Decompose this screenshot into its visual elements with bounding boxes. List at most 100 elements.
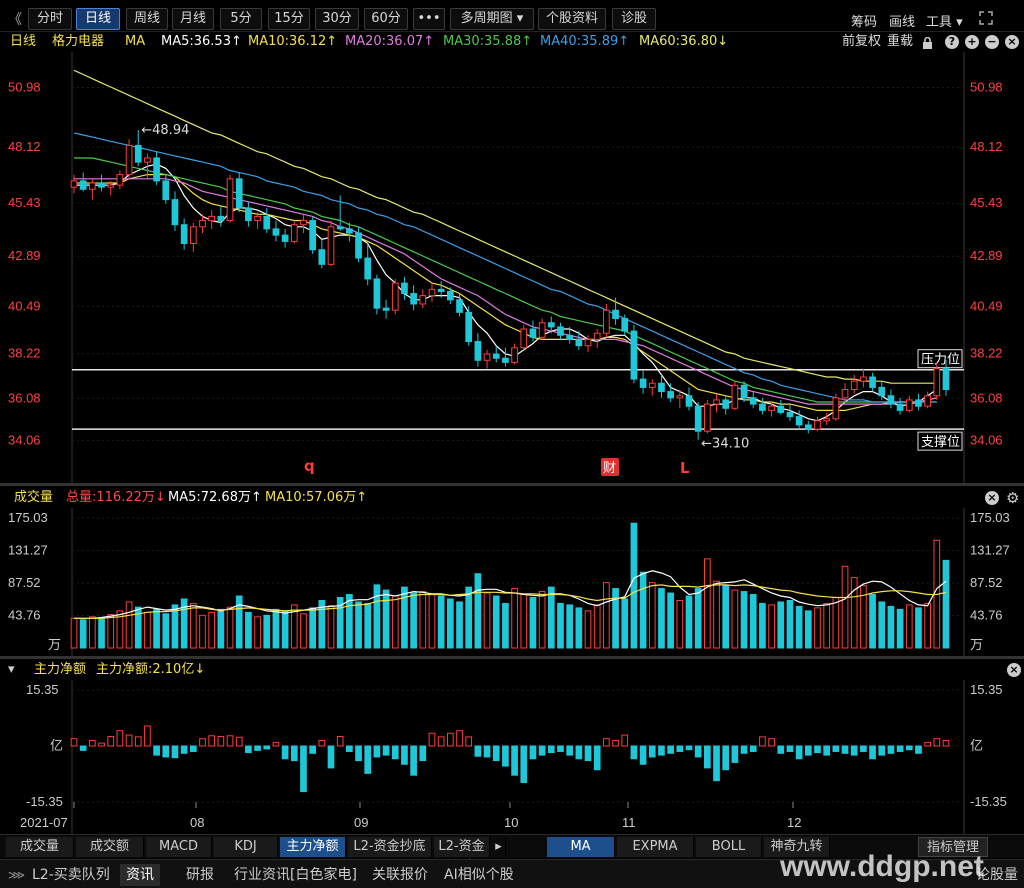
- help-icon[interactable]: ?: [945, 35, 959, 49]
- indicator-button[interactable]: MACD: [146, 837, 212, 857]
- flow-bar: [621, 734, 629, 747]
- candle-body: [804, 424, 812, 430]
- candle-body: [511, 347, 518, 363]
- volume-bar: [759, 602, 766, 649]
- ma-line-ma30: [74, 157, 937, 403]
- indicator-name[interactable]: MA: [125, 34, 146, 49]
- candle-body: [235, 178, 243, 209]
- candle-body: [768, 405, 775, 411]
- volume-bar: [529, 596, 537, 649]
- flow-bar: [502, 745, 509, 767]
- candlestick-chart[interactable]: 50.98 50.98 48.12 48.12 45.43 45.43 42.89 42.89…: [0, 52, 1024, 483]
- splitter[interactable]: [0, 483, 1024, 486]
- overlay-button[interactable]: BOLL: [696, 837, 762, 857]
- tab-5min[interactable]: 5分: [220, 8, 262, 30]
- candle-body: [336, 226, 344, 230]
- candle-body: [593, 332, 601, 340]
- candle-body: [685, 395, 693, 407]
- volume-bar: [520, 594, 528, 649]
- bottom-tab[interactable]: 关联报价: [372, 867, 428, 883]
- adjust-button[interactable]: 前复权: [842, 34, 882, 49]
- y-tick-label-left: 15.35: [26, 682, 59, 697]
- flow-bar: [89, 740, 96, 747]
- tools-button[interactable]: 工具 ▾: [926, 15, 963, 30]
- draw-button[interactable]: 画线: [889, 15, 916, 30]
- lock-icon[interactable]: [922, 36, 933, 49]
- indicator-button[interactable]: KDJ: [214, 837, 278, 857]
- chips-button[interactable]: 筹码: [851, 15, 878, 30]
- tab-daily[interactable]: 日线: [76, 8, 120, 30]
- flow-bar: [346, 745, 353, 752]
- zoom-out-icon[interactable]: −: [985, 35, 999, 49]
- low-price-label: ←34.10: [701, 437, 749, 452]
- candle-body: [841, 389, 849, 399]
- event-mark-box: [601, 458, 619, 476]
- tab-diagnose[interactable]: 诊股: [612, 8, 656, 30]
- flow-title: 主力净额: [34, 662, 87, 677]
- tab-multi-period[interactable]: 多周期图 ▾: [450, 8, 534, 30]
- indicator-button[interactable]: L2-资金抄底: [348, 837, 432, 857]
- flow-bar: [648, 745, 656, 758]
- volume-bar: [502, 602, 509, 649]
- close-flow-icon[interactable]: ×: [1007, 663, 1021, 677]
- tab-intraday[interactable]: 分时: [28, 8, 72, 30]
- flow-bar: [841, 745, 849, 754]
- candle-body: [529, 328, 537, 338]
- volume-bar: [768, 604, 775, 649]
- volume-bar: [410, 592, 417, 649]
- bottom-tab[interactable]: 资讯: [120, 864, 160, 886]
- volume-bar: [860, 585, 867, 649]
- expand-icon[interactable]: ⋙: [8, 868, 26, 882]
- overlay-button[interactable]: MA: [547, 837, 615, 857]
- candle-body: [520, 328, 528, 349]
- tab-monthly[interactable]: 月线: [172, 8, 214, 30]
- collapse-icon[interactable]: ▾: [8, 662, 15, 677]
- x-tick-label: 2021-07: [20, 815, 68, 830]
- back-button[interactable]: 《: [8, 12, 22, 28]
- zoom-in-icon[interactable]: +: [965, 35, 979, 49]
- volume-bar: [483, 592, 491, 649]
- candle-body: [171, 199, 179, 226]
- x-tick-label: 08: [190, 815, 204, 830]
- overlay-button[interactable]: EXPMA: [617, 837, 694, 857]
- indicator-button[interactable]: 成交额: [76, 837, 144, 857]
- flow-bar: [98, 742, 105, 747]
- flow-bar: [107, 736, 115, 747]
- bottom-tab[interactable]: AI相似个股: [444, 867, 514, 883]
- ma20-label: MA20:36.07↑: [345, 34, 435, 49]
- bottom-tab[interactable]: 研报: [186, 867, 214, 883]
- candle-body: [502, 357, 509, 363]
- bottom-tab[interactable]: L2-买卖队列: [32, 867, 110, 883]
- support-box: [917, 431, 963, 451]
- tab-weekly[interactable]: 周线: [126, 8, 168, 30]
- volume-bar: [777, 601, 785, 649]
- splitter-2[interactable]: [0, 656, 1024, 659]
- y-tick-label-left: 48.12: [8, 139, 41, 154]
- overlay-button[interactable]: 神奇九转: [764, 837, 830, 857]
- volume-bar: [492, 595, 500, 649]
- volume-bar: [391, 595, 399, 649]
- close-icon[interactable]: ×: [1005, 35, 1019, 49]
- tab-30min[interactable]: 30分: [315, 8, 359, 30]
- reload-button[interactable]: 重载: [887, 34, 914, 49]
- flow-bar: [217, 736, 225, 747]
- tab-15min[interactable]: 15分: [268, 8, 310, 30]
- more-indicators-icon[interactable]: ▸: [492, 837, 506, 857]
- tab-60min[interactable]: 60分: [364, 8, 408, 30]
- flow-chart[interactable]: 15.35 15.35 亿 亿 -15.35 -15.35 2021-07 08 09 10 11 1…: [0, 680, 1024, 834]
- indicator-button[interactable]: 成交量: [6, 837, 74, 857]
- bottom-tab[interactable]: 行业资讯[白色家电]: [234, 867, 357, 883]
- volume-chart[interactable]: 175.03 175.03 131.27 131.27 87.52 87.52 43.76 4…: [0, 508, 1024, 656]
- indicator-manager-button[interactable]: 指标管理: [918, 837, 988, 857]
- volume-bar: [290, 604, 298, 649]
- tab-more[interactable]: •••: [413, 8, 445, 30]
- close-volume-icon[interactable]: ×: [985, 491, 999, 505]
- indicator-button[interactable]: L2-资金合位: [434, 837, 490, 874]
- forum-tab[interactable]: 论股量: [976, 867, 1018, 883]
- indicator-button[interactable]: 主力净额: [280, 837, 346, 857]
- flow-bar: [401, 745, 408, 765]
- fullscreen-icon[interactable]: [979, 10, 993, 25]
- candle-body: [134, 144, 142, 163]
- tab-profile[interactable]: 个股资料: [538, 8, 606, 30]
- gear-icon[interactable]: ⚙: [1006, 489, 1020, 507]
